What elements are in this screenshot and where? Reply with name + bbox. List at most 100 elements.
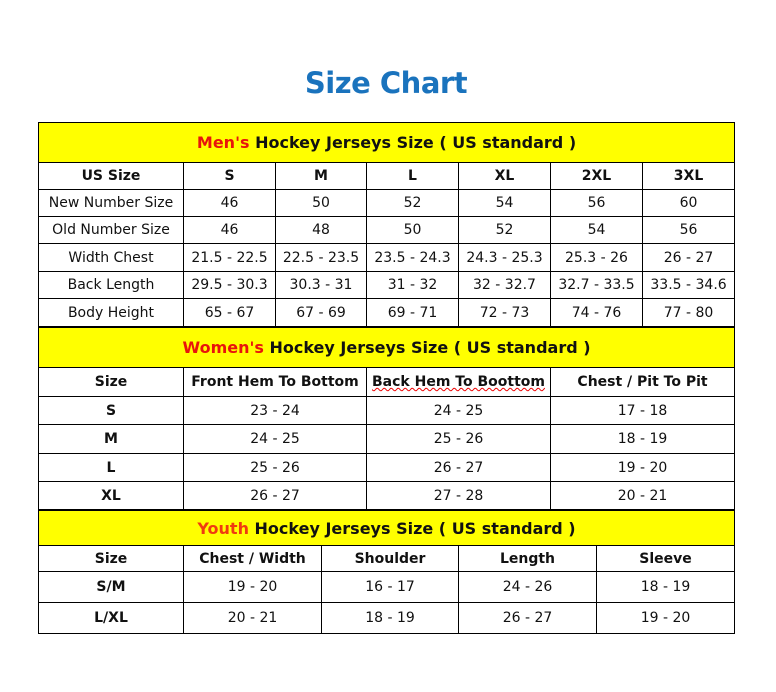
row-label: Back Length [38,271,184,299]
table-cell: 46 [183,216,276,244]
mens-label-rest: Hockey Jerseys Size ( US standard ) [249,133,577,152]
table-cell: 67 - 69 [275,298,367,327]
table-cell: 60 [641,189,736,217]
womens-label: Women's [182,338,264,357]
table-cell: 20 - 21 [549,481,736,510]
table-cell: 31 - 32 [366,271,459,299]
row-label: S/M [38,571,184,603]
table-cell: 24.3 - 25.3 [458,243,551,272]
table-cell: 33.5 - 34.6 [641,271,736,299]
table-cell: 48 [275,216,367,244]
youth-section-header: Youth Hockey Jerseys Size ( US standard … [37,510,736,546]
row-label: Body Height [38,298,184,327]
table-cell: 65 - 67 [183,298,276,327]
table-cell: 18 - 19 [321,602,459,634]
youth-table: Youth Hockey Jerseys Size ( US standard … [37,510,736,634]
column-header: XL [458,162,551,190]
table-cell: 27 - 28 [366,481,551,510]
column-header: Size [38,545,184,572]
row-label: M [38,424,184,454]
table-cell: 25 - 26 [183,453,367,482]
table-cell: 18 - 19 [595,571,736,603]
mens-label: Men's [196,133,250,152]
table-cell: 72 - 73 [458,298,551,327]
table-cell: 26 - 27 [458,602,597,634]
table-cell: 24 - 26 [458,571,597,603]
table-row: L/XL 20 - 21 18 - 19 26 - 27 19 - 20 [38,602,736,634]
table-row: New Number Size 46 50 52 54 56 60 [38,189,736,217]
table-cell: 23 - 24 [183,396,367,425]
row-label: L [38,453,184,482]
table-row: M 24 - 25 25 - 26 18 - 19 [38,424,736,454]
table-cell: 24 - 25 [183,424,367,454]
row-label: XL [38,481,184,510]
table-row: Back Length 29.5 - 30.3 30.3 - 31 31 - 32 32… [38,271,736,299]
column-header: Front Hem To Bottom [183,367,367,397]
column-header: 3XL [641,162,736,190]
table-cell: 52 [366,189,459,217]
table-cell: 32 - 32.7 [458,271,551,299]
table-cell: 23.5 - 24.3 [366,243,459,272]
table-cell: 32.7 - 33.5 [550,271,643,299]
table-cell: 19 - 20 [595,602,736,634]
table-cell: 77 - 80 [641,298,736,327]
header-row: Size Chest / Width Shoulder Length Sleeve [38,545,736,572]
womens-section-header: Women's Hockey Jerseys Size ( US standar… [37,327,736,368]
column-header: M [275,162,367,190]
youth-label-rest: Hockey Jerseys Size ( US standard ) [248,518,576,538]
column-header: S [183,162,276,190]
column-header: Length [458,545,597,572]
column-header: Back Hem To Boottom [366,367,551,397]
column-header: US Size [38,162,184,190]
column-header: Sleeve [595,545,736,572]
table-cell: 29.5 - 30.3 [183,271,276,299]
row-label: New Number Size [38,189,184,217]
table-cell: 56 [550,189,643,217]
size-chart: Men's Hockey Jerseys Size ( US standard … [37,122,736,634]
mens-table: Men's Hockey Jerseys Size ( US standard … [37,122,736,327]
table-cell: 46 [183,189,276,217]
table-row: L 25 - 26 26 - 27 19 - 20 [38,453,736,482]
table-cell: 17 - 18 [549,396,736,425]
column-header: Chest / Width [183,545,322,572]
row-label: S [38,396,184,425]
table-cell: 26 - 27 [641,243,736,272]
table-cell: 18 - 19 [549,424,736,454]
column-header: L [366,162,459,190]
table-cell: 25.3 - 26 [550,243,643,272]
table-cell: 50 [366,216,459,244]
table-row: Width Chest 21.5 - 22.5 22.5 - 23.5 23.5 - … [38,243,736,272]
table-row: S 23 - 24 24 - 25 17 - 18 [38,396,736,425]
table-cell: 26 - 27 [183,481,367,510]
column-header: Size [38,367,184,397]
table-cell: 22.5 - 23.5 [275,243,367,272]
table-cell: 30.3 - 31 [275,271,367,299]
column-header: Chest / Pit To Pit [549,367,736,397]
table-cell: 50 [275,189,367,217]
table-row: Body Height 65 - 67 67 - 69 69 - 71 72 - 73 7… [38,298,736,327]
table-cell: 24 - 25 [366,396,551,425]
table-cell: 19 - 20 [183,571,322,603]
row-label: L/XL [38,602,184,634]
table-row: XL 26 - 27 27 - 28 20 - 21 [38,481,736,510]
mens-section-header: Men's Hockey Jerseys Size ( US standard … [37,122,736,163]
womens-table: Women's Hockey Jerseys Size ( US standar… [37,327,736,510]
table-cell: 19 - 20 [549,453,736,482]
table-cell: 52 [458,216,551,244]
table-cell: 74 - 76 [550,298,643,327]
youth-label: Youth [197,518,249,538]
table-cell: 16 - 17 [321,571,459,603]
header-row: Size Front Hem To Bottom Back Hem To Boott… [38,367,736,397]
table-cell: 69 - 71 [366,298,459,327]
table-cell: 20 - 21 [183,602,322,634]
column-header-text: Back Hem To Boottom [372,374,545,390]
page-title: Size Chart [304,66,468,100]
table-cell: 56 [641,216,736,244]
table-row: S/M 19 - 20 16 - 17 24 - 26 18 - 19 [38,571,736,603]
table-cell: 21.5 - 22.5 [183,243,276,272]
table-row: Old Number Size 46 48 50 52 54 56 [38,216,736,244]
header-row: US Size S M L XL 2XL 3XL [38,162,736,190]
column-header: Shoulder [321,545,459,572]
womens-label-rest: Hockey Jerseys Size ( US standard ) [263,338,591,357]
column-header: 2XL [550,162,643,190]
